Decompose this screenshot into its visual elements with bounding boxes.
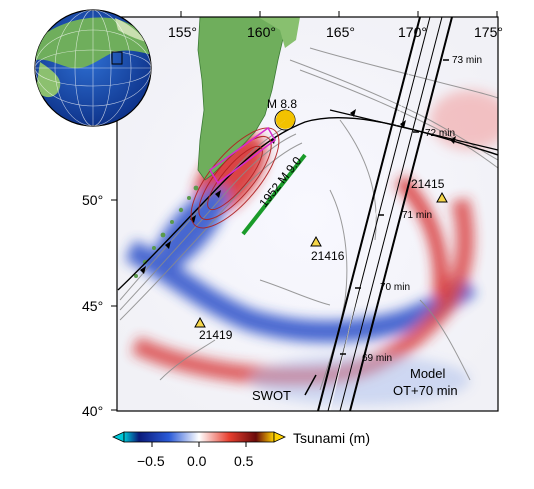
tsunami-wash-ne [430,90,498,150]
lon-tick-label: 170° [398,24,427,40]
track-a [317,17,421,411]
lon-tick-label: 175° [474,24,503,40]
event-label: M 8.8 [267,97,297,111]
timing-label: 70 min [380,282,410,293]
colorbar: Tsunami (m) −0.5 0.0 0.5 [112,430,370,469]
rupture-outline [208,126,276,185]
buoy-label: 21416 [311,249,345,263]
lon-tick-label: 155° [168,24,197,40]
model-time-label: OT+70 min [393,383,458,398]
timing-ticks [340,59,449,355]
buoy-21416: 21416 [310,235,345,263]
map-frame [116,16,499,412]
colorbar-tick-label: −0.5 [137,453,165,469]
buoy-21419: 21419 [194,316,233,342]
globe-inset-icon [34,9,152,127]
lat-axis: 50° 45° 40° [82,192,117,419]
track-b [349,17,453,411]
timing-label: 69 min [362,353,392,364]
slip-contours [190,127,280,229]
buoy-marker-icon [310,235,322,247]
timing-labels: 73 min 72 min 71 min 70 min 69 min [362,55,482,364]
map-area: 1952 M 9.0 M 8.8 73 min 72 min [117,17,498,411]
lon-tick-label: 165° [326,24,355,40]
swot-tracks [317,17,453,411]
rupture-1952-line [241,153,307,236]
lat-tick-label: 40° [82,403,103,419]
buoy-marker-icon [194,316,206,328]
lat-tick-label: 50° [82,192,103,208]
buoy-label: 21419 [199,328,233,342]
focal-mechanism-icon [274,109,296,131]
lon-tick-label: 160° [247,24,276,40]
tsunami-trough-arc [124,240,477,343]
timing-label: 73 min [452,55,482,66]
colorbar-gradient [123,431,275,443]
colorbar-min-arrow [112,431,125,443]
tsunami-wash-south [250,355,470,405]
model-label: Model [410,366,446,381]
buoy-21415: 21415 [411,177,448,203]
lat-tick-label: 45° [82,298,103,314]
buoy-label: 21415 [411,177,445,191]
timing-crossline [329,109,498,151]
timing-label: 72 min [425,128,455,139]
colorbar-tick-label: 0.0 [187,453,207,469]
swot-label: SWOT [252,388,291,403]
timing-label: 71 min [402,210,432,221]
colorbar-max-arrow [273,431,286,443]
buoy-marker-icon [436,191,448,203]
colorbar-tick-label: 0.5 [234,453,254,469]
trench-teeth [140,109,456,274]
tsunami-front-east [394,175,448,301]
lon-axis: 155° 160° 165° 170° 175° [168,11,503,40]
colorbar-title: Tsunami (m) [293,430,370,446]
kuril-islands [134,185,199,278]
swot-arrow [304,374,317,396]
kamchatka-land-east [258,17,300,48]
